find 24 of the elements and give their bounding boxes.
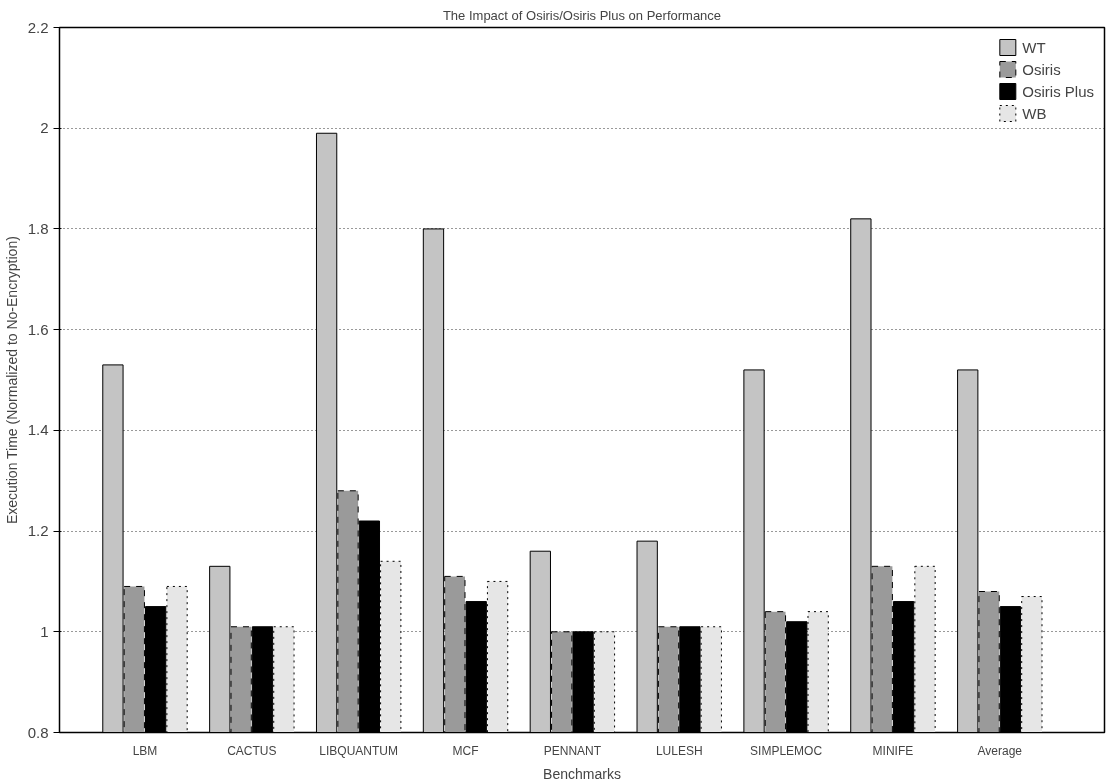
legend-label: Osiris (1022, 60, 1061, 78)
y-axis-title: Execution Time (Normalized to No-Encryption) (3, 236, 20, 525)
x-tick-label: CACTUS (227, 743, 277, 758)
y-tick-label: 0.8 (27, 723, 49, 741)
y-tick-label: 1.4 (27, 421, 49, 439)
y-tick-label: 2.2 (27, 18, 49, 36)
x-tick-label: LBM (132, 743, 158, 758)
y-tick-label: 1.6 (27, 320, 49, 338)
x-tick-label: PENNANT (543, 743, 602, 758)
x-axis-title: Benchmarks (543, 765, 621, 782)
y-tick-label: 1.2 (27, 522, 49, 540)
y-tick-label: 2 (40, 119, 49, 137)
chart-title: The Impact of Osiris/Osiris Plus on Performance (442, 7, 722, 23)
x-tick-label: MCF (452, 743, 479, 758)
x-tick-label: MINIFE (872, 743, 914, 758)
x-tick-label: Average (977, 743, 1023, 758)
x-tick-label: SIMPLEMOC (750, 743, 823, 758)
x-tick-label: LULESH (655, 743, 703, 758)
legend-label: Osiris Plus (1022, 82, 1094, 100)
x-tick-label: LIBQUANTUM (319, 743, 399, 758)
legend-label: WT (1022, 38, 1046, 56)
y-tick-label: 1.8 (27, 219, 49, 237)
y-tick-label: 1 (40, 622, 49, 640)
legend-label: WB (1022, 104, 1047, 122)
